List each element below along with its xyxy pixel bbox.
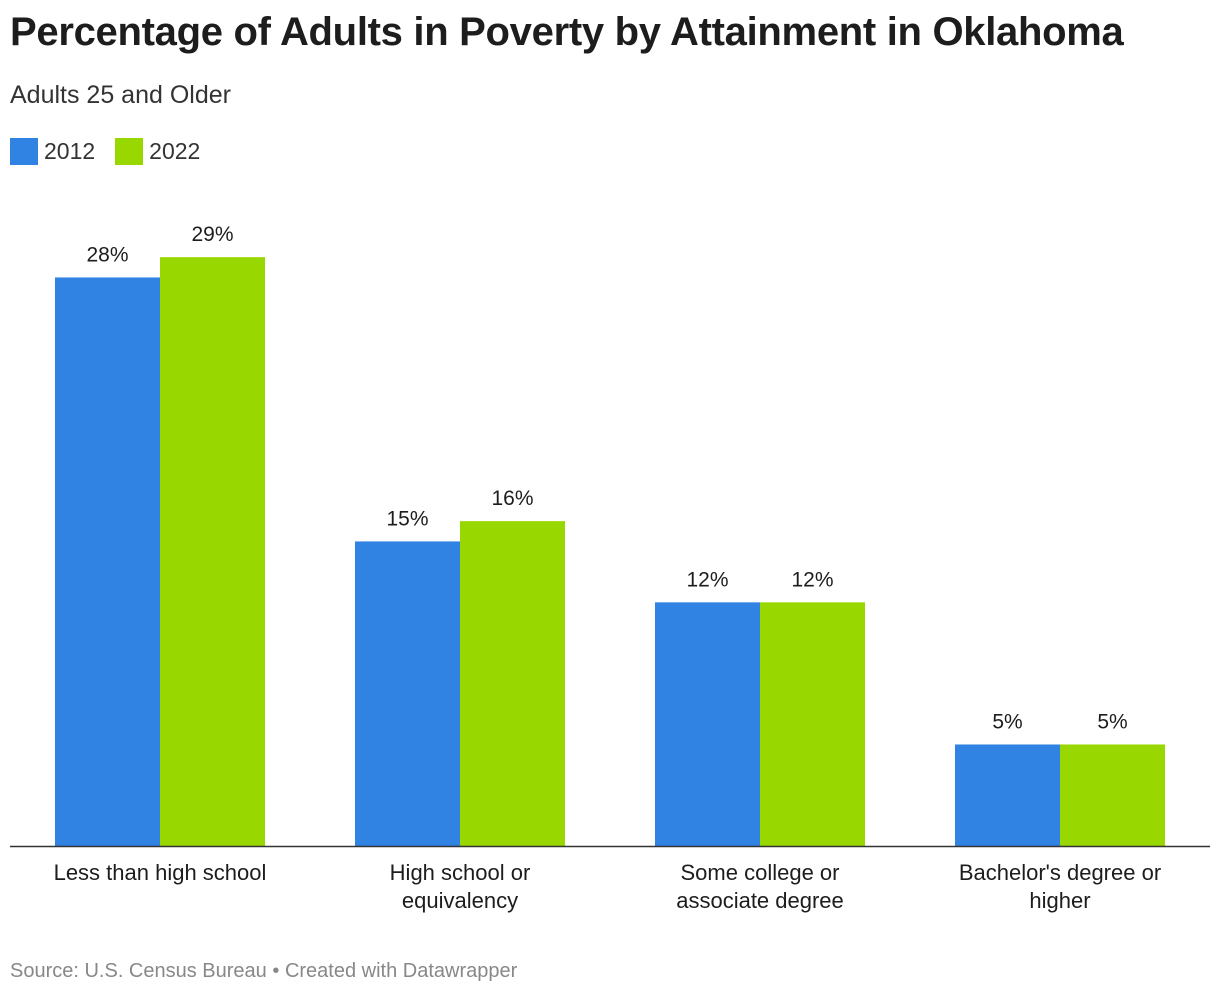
category-label-3-1: higher [1029,888,1090,913]
bar-2012-3 [955,744,1060,846]
category-label-2-0: Some college or [681,860,840,885]
credit-text: Created with Datawrapper [284,960,518,982]
legend-swatch-2012 [10,138,38,165]
bar-2012-0 [55,277,160,846]
legend-item-2012: 2012 [10,138,95,165]
data-label-2012-2: 12% [686,568,728,591]
footer-separator: • [272,960,280,982]
bar-2022-0 [160,257,265,846]
legend-swatch-2022 [115,138,144,165]
category-label-1-0: High school or [390,860,531,885]
data-label-2022-0: 29% [191,223,233,246]
bar-2022-3 [1060,744,1165,846]
category-label-1-1: equivalency [402,888,518,913]
legend-label-2022: 2022 [149,138,201,164]
bar-2012-2 [655,602,760,846]
category-label-3-0: Bachelor's degree or [959,860,1161,885]
bar-2012-1 [355,541,460,846]
bar-2022-1 [460,521,565,846]
data-label-2022-1: 16% [491,487,533,510]
data-label-2012-1: 15% [386,507,428,530]
footer: Source: U.S. Census Bureau • Created wit… [10,960,517,983]
category-label-0-0: Less than high school [54,860,267,885]
data-label-2022-3: 5% [1097,710,1127,733]
source-text: Source: U.S. Census Bureau [10,960,267,982]
bar-chart: 28% 29% Less than high school 15% 16% High sc… [10,223,1210,913]
chart-title: Percentage of Adults in Poverty by Attai… [10,10,1124,54]
data-label-2012-0: 28% [86,243,128,266]
data-label-2012-3: 5% [992,710,1022,733]
category-label-2-1: associate degree [676,888,844,913]
data-label-2022-2: 12% [791,568,833,591]
legend-item-2022: 2022 [115,138,200,165]
legend-label-2012: 2012 [44,138,96,164]
bar-2022-2 [760,602,865,846]
legend: 2012 2022 [10,138,220,165]
chart-subtitle: Adults 25 and Older [10,81,231,109]
